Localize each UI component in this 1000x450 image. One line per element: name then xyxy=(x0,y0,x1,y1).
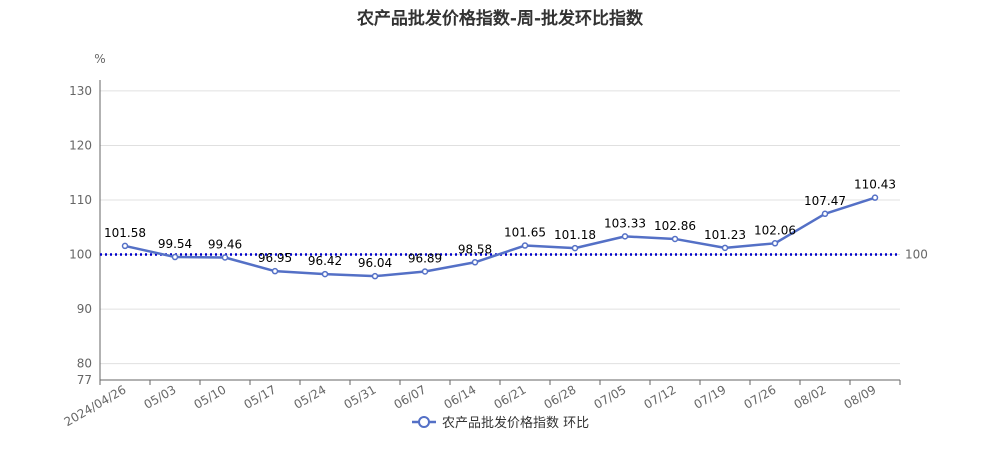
legend-marker xyxy=(418,416,430,428)
x-tick-label: 06/07 xyxy=(392,382,429,411)
data-point xyxy=(221,254,229,261)
data-point xyxy=(521,242,529,249)
data-label: 96.95 xyxy=(258,251,292,265)
data-point xyxy=(271,267,279,275)
x-tick-label: 06/21 xyxy=(492,382,529,411)
data-label: 102.86 xyxy=(654,219,696,233)
legend-label: 农产品批发价格指数 环比 xyxy=(442,415,589,431)
x-tick-label: 08/02 xyxy=(792,382,829,411)
data-label: 110.43 xyxy=(854,178,896,192)
x-tick-label: 07/19 xyxy=(692,382,729,411)
data-point xyxy=(471,259,479,266)
x-tick-label: 05/03 xyxy=(142,382,179,411)
series-line xyxy=(124,196,876,278)
data-point xyxy=(821,210,829,218)
data-label: 102.06 xyxy=(754,223,796,237)
y-tick-label: 110 xyxy=(69,193,92,207)
data-label: 103.33 xyxy=(604,216,646,230)
data-point xyxy=(121,242,129,250)
data-point xyxy=(171,253,179,261)
data-label: 96.04 xyxy=(358,256,392,270)
y-tick-label: 77 xyxy=(77,373,92,387)
data-label: 98.58 xyxy=(458,242,492,256)
x-tick-label: 08/09 xyxy=(842,382,879,411)
y-tick-label: 120 xyxy=(69,138,92,152)
y-tick-label: 80 xyxy=(77,357,92,371)
x-tick-label: 05/31 xyxy=(342,382,379,411)
x-tick-label: 07/12 xyxy=(642,382,679,411)
data-label: 101.18 xyxy=(554,228,596,242)
y-tick-label: 100 xyxy=(69,248,92,262)
y-unit-label: % xyxy=(94,52,105,66)
data-label: 101.65 xyxy=(504,226,546,240)
data-point xyxy=(771,240,779,247)
data-point xyxy=(371,272,379,280)
chart-title: 农产品批发价格指数-周-批发环比指数 xyxy=(356,9,644,29)
y-tick-label: 130 xyxy=(69,84,92,98)
x-tick-label: 05/10 xyxy=(192,382,229,411)
data-point xyxy=(621,233,629,240)
y-tick-label: 90 xyxy=(77,302,92,316)
data-point xyxy=(671,235,679,243)
x-tick-label: 05/24 xyxy=(292,382,329,411)
data-label: 96.89 xyxy=(408,252,442,266)
x-tick-label: 06/14 xyxy=(442,382,479,411)
data-label: 107.47 xyxy=(804,194,846,208)
data-label: 96.42 xyxy=(308,254,342,268)
data-point xyxy=(321,270,329,278)
data-point xyxy=(571,244,579,252)
x-tick-label: 07/26 xyxy=(742,382,779,411)
data-point xyxy=(721,244,729,252)
x-tick-label: 06/28 xyxy=(542,382,579,411)
data-point xyxy=(871,194,879,201)
x-tick-label: 05/17 xyxy=(242,382,279,411)
x-tick-label: 2024/04/26 xyxy=(62,382,129,429)
data-label: 99.46 xyxy=(208,237,242,251)
data-label: 99.54 xyxy=(158,237,192,251)
data-label: 101.58 xyxy=(104,226,146,240)
data-point xyxy=(421,268,429,275)
reference-line-label: 100 xyxy=(905,248,928,262)
data-label: 101.23 xyxy=(704,228,746,242)
x-tick-label: 07/05 xyxy=(592,382,629,411)
